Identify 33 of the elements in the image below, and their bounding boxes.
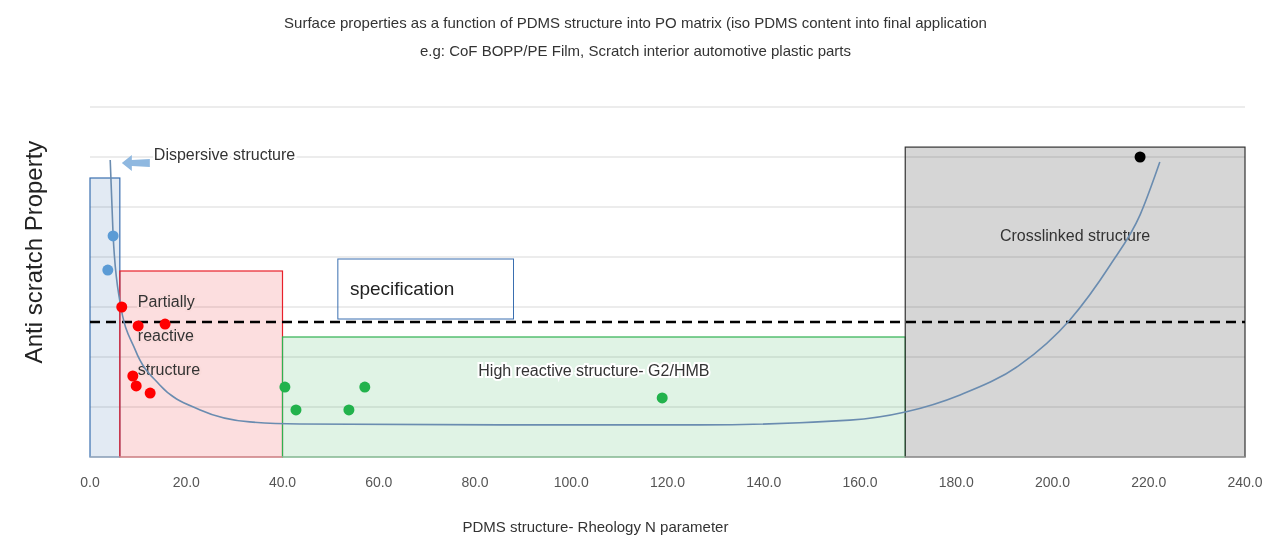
point [102,264,114,276]
x-tick-label: 220.0 [1131,474,1167,490]
point [127,370,139,382]
point [116,301,128,313]
point [159,318,171,330]
x-tick-label: 240.0 [1227,474,1263,490]
point [290,404,302,416]
point [343,404,355,416]
x-axis-title: PDMS structure- Rheology N parameter [462,518,729,535]
x-tick-label: 60.0 [365,474,393,490]
x-tick-label: 160.0 [842,474,878,490]
chart-title: Surface properties as a function of PDMS structure into PO matrix (iso PDMS content into final application [284,14,987,31]
point [279,381,291,393]
point [359,381,371,393]
annotation: specification [349,278,455,299]
point [1134,151,1146,163]
point [656,392,668,404]
x-tick-label: 200.0 [1034,474,1071,490]
point [107,230,119,242]
x-tick-label: 40.0 [268,474,297,490]
x-tick-label: 0.0 [80,474,100,490]
band-label: High reactive structure- G2/HMB [478,362,710,379]
x-tick-label: 100.0 [553,474,589,490]
x-tick-label: 20.0 [172,474,201,490]
chart-subtitle: e.g: CoF BOPP/PE Film, Scratch interior automotive plastic parts [420,42,851,59]
x-tick-label: 180.0 [938,474,974,490]
x-tick-label: 140.0 [746,474,782,490]
x-tick-label: 80.0 [461,474,489,490]
x-tick-label: 120.0 [649,474,686,490]
y-axis-title: Anti scratch Property [20,140,47,364]
band-label: Dispersive structure [153,146,296,163]
point [130,380,142,392]
point [144,387,156,399]
